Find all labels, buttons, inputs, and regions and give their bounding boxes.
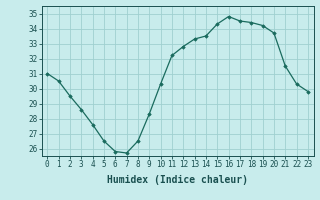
- X-axis label: Humidex (Indice chaleur): Humidex (Indice chaleur): [107, 175, 248, 185]
